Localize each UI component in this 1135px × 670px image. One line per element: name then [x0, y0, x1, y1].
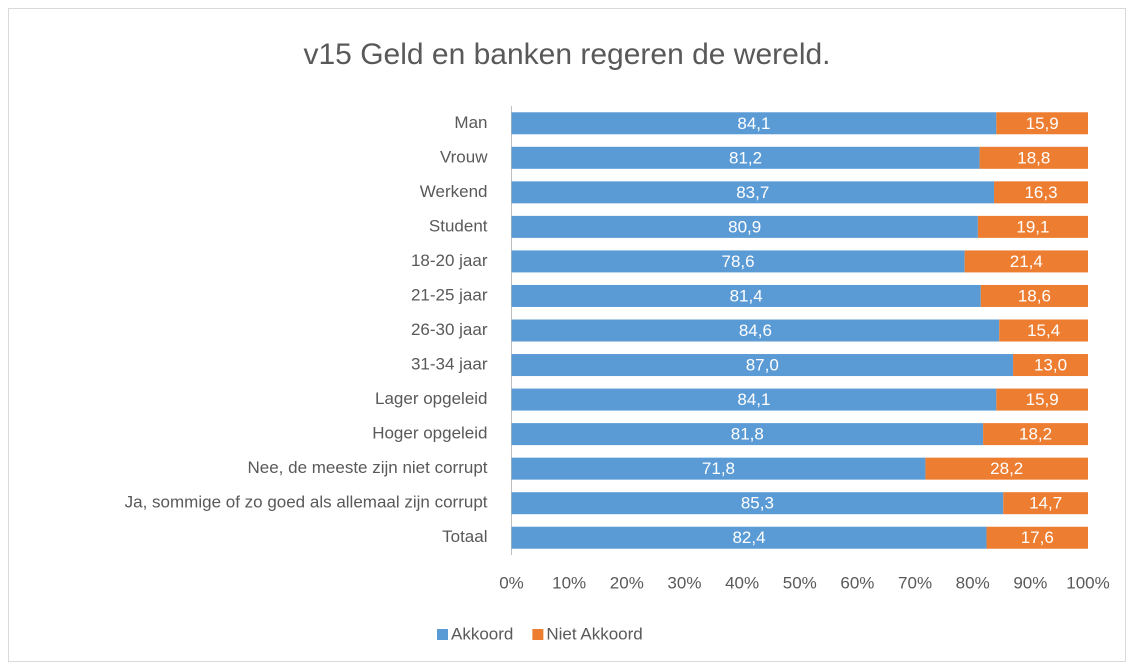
- y-tick-label: Lager opgeleid: [375, 389, 487, 408]
- data-label: 18,8: [1017, 148, 1050, 167]
- y-tick-label: Student: [429, 216, 488, 235]
- y-tick-label: Totaal: [442, 527, 487, 546]
- x-tick-label: 40%: [725, 573, 759, 592]
- y-tick-label: Ja, sommige of zo goed als allemaal zijn…: [125, 493, 488, 512]
- data-label: 28,2: [990, 459, 1023, 478]
- legend-label: Niet Akkoord: [546, 624, 642, 643]
- data-label: 81,4: [730, 286, 763, 305]
- bar-segment: [964, 250, 1088, 273]
- y-tick-label: Hoger opgeleid: [372, 424, 487, 443]
- bar-segment: [925, 457, 1088, 480]
- data-label: 13,0: [1034, 356, 1067, 375]
- data-label: 84,6: [739, 321, 772, 340]
- data-label: 78,6: [722, 252, 755, 271]
- data-label: 18,6: [1018, 286, 1051, 305]
- x-tick-label: 60%: [840, 573, 874, 592]
- bar-segment: [511, 388, 997, 411]
- bar-segment: [977, 215, 1088, 238]
- data-label: 81,2: [729, 148, 762, 167]
- bar-segment: [511, 250, 965, 273]
- bar-segment: [511, 526, 987, 549]
- data-label: 84,1: [737, 390, 770, 409]
- data-label: 85,3: [741, 494, 774, 513]
- x-tick-label: 90%: [1013, 573, 1047, 592]
- chart-title: v15 Geld en banken regeren de wereld.: [303, 38, 830, 71]
- bar-segment: [511, 215, 978, 238]
- bar-segment: [511, 181, 995, 204]
- data-label: 82,4: [732, 528, 765, 547]
- bar-segment: [511, 146, 980, 169]
- x-tick-label: 10%: [552, 573, 586, 592]
- bar-segment: [999, 319, 1088, 342]
- data-label: 19,1: [1016, 217, 1049, 236]
- legend-swatch: [437, 629, 448, 640]
- bar-segment: [511, 423, 984, 446]
- bar-segment: [1003, 492, 1088, 515]
- y-tick-label: Vrouw: [440, 147, 488, 166]
- bar-segment: [980, 284, 1088, 307]
- y-tick-label: 21-25 jaar: [411, 285, 488, 304]
- x-tick-label: 70%: [898, 573, 932, 592]
- data-label: 17,6: [1021, 528, 1054, 547]
- y-tick-label: 26-30 jaar: [411, 320, 488, 339]
- data-label: 16,3: [1024, 183, 1057, 202]
- bar-segment: [1013, 354, 1088, 377]
- data-label: 14,7: [1029, 494, 1062, 513]
- data-label: 83,7: [736, 183, 769, 202]
- data-label: 71,8: [702, 459, 735, 478]
- bar-segment: [511, 492, 1004, 515]
- x-tick-label: 50%: [783, 573, 817, 592]
- bar-segment: [996, 112, 1088, 135]
- data-label: 21,4: [1010, 252, 1043, 271]
- bar-segment: [511, 112, 997, 135]
- bar-segment: [511, 284, 981, 307]
- data-label: 18,2: [1019, 425, 1052, 444]
- bar-segment: [511, 319, 1000, 342]
- x-tick-label: 100%: [1066, 573, 1109, 592]
- bar-segment: [511, 354, 1014, 377]
- data-label: 15,9: [1026, 390, 1059, 409]
- data-label: 81,8: [731, 425, 764, 444]
- bar-segment: [511, 457, 926, 480]
- y-tick-label: Man: [454, 113, 487, 132]
- y-tick-label: 18-20 jaar: [411, 251, 488, 270]
- bar-segment: [996, 388, 1088, 411]
- x-tick-label: 0%: [499, 573, 524, 592]
- data-label: 80,9: [728, 217, 761, 236]
- x-tick-label: 80%: [956, 573, 990, 592]
- bar-segment: [994, 181, 1088, 204]
- legend-label: Akkoord: [451, 624, 513, 643]
- y-tick-label: Werkend: [420, 182, 488, 201]
- data-label: 15,9: [1026, 114, 1059, 133]
- bar-segment: [983, 423, 1088, 446]
- data-label: 84,1: [737, 114, 770, 133]
- y-tick-label: 31-34 jaar: [411, 355, 488, 374]
- x-tick-label: 30%: [667, 573, 701, 592]
- bar-segment: [986, 526, 1088, 549]
- legend-swatch: [532, 629, 544, 640]
- data-label: 15,4: [1027, 321, 1060, 340]
- bar-segment: [979, 146, 1088, 169]
- data-label: 87,0: [746, 356, 779, 375]
- x-tick-label: 20%: [610, 573, 644, 592]
- y-tick-label: Nee, de meeste zijn niet corrupt: [247, 458, 487, 477]
